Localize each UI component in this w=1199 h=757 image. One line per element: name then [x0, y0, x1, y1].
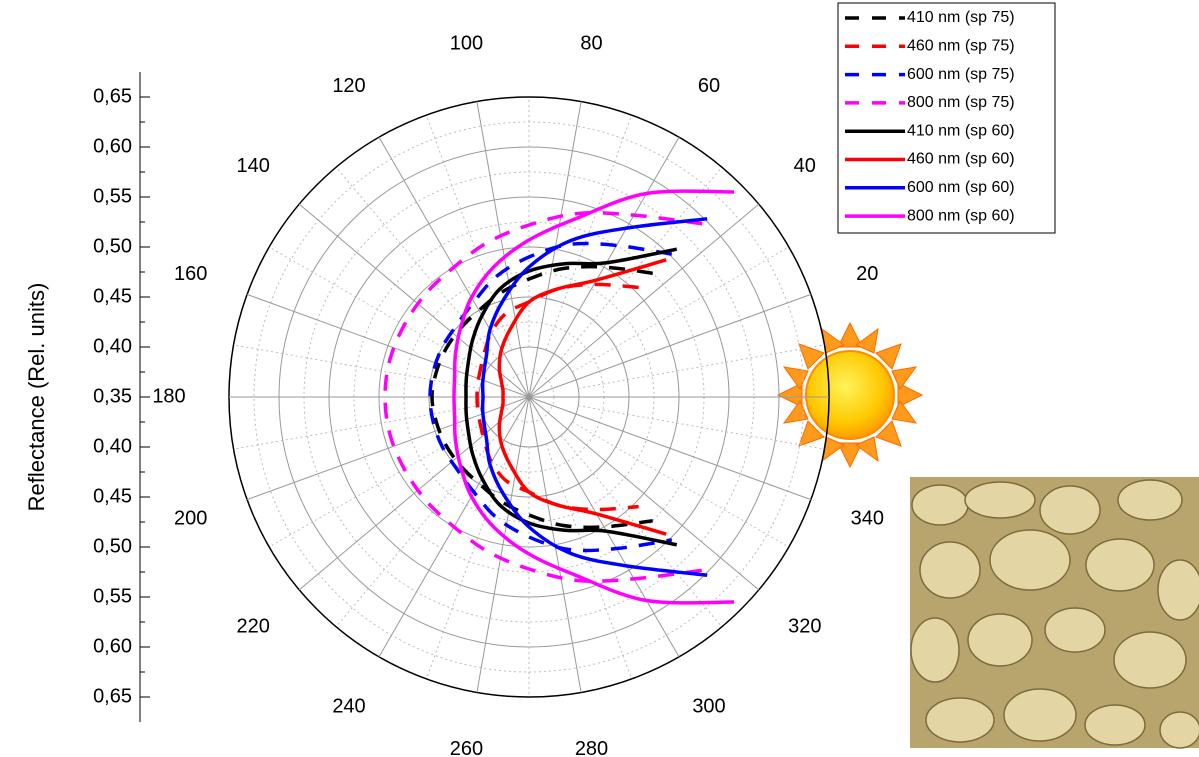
- theta-tick-label: 140: [237, 155, 270, 177]
- r-tick-label: 0,45: [93, 485, 132, 507]
- r-tick-label: 0,40: [93, 335, 132, 357]
- legend-label: 410 nm (sp 75): [907, 9, 1015, 26]
- theta-tick-label: 40: [794, 155, 816, 177]
- grid: [229, 97, 829, 697]
- minor-spoke: [578, 406, 824, 449]
- r-tick-label: 0,35: [93, 385, 132, 407]
- minor-spoke: [336, 167, 497, 359]
- r-tick-label: 0,65: [93, 85, 132, 107]
- r-tick-label: 0,60: [93, 635, 132, 657]
- theta-tick-label: 260: [450, 738, 483, 757]
- r-tick-label: 0,50: [93, 535, 132, 557]
- minor-spoke: [578, 345, 824, 388]
- theta-tick-label: 180: [152, 385, 185, 407]
- theta-tick-label: 300: [692, 695, 725, 717]
- legend-label: 460 nm (sp 60): [907, 151, 1015, 168]
- theta-tick-label: 20: [856, 263, 878, 285]
- theta-tick-label: 60: [698, 75, 720, 97]
- theta-tick-label: 200: [174, 508, 207, 530]
- legend-label: 800 nm (sp 75): [907, 94, 1015, 111]
- legend-label: 460 nm (sp 75): [907, 38, 1015, 55]
- r-tick-label: 0,45: [93, 285, 132, 307]
- theta-tick-label: 280: [575, 738, 608, 757]
- axes: 20 40 60 80 100 120 140 160 180 200 220 240 260 280 30…: [93, 33, 884, 757]
- r-tick-label: 0,60: [93, 135, 132, 157]
- theta-tick-label: 160: [174, 263, 207, 285]
- minor-spoke: [336, 435, 497, 627]
- minor-spoke: [546, 444, 632, 679]
- minor-spoke: [234, 406, 480, 449]
- r-tick-label: 0,40: [93, 435, 132, 457]
- theta-tick-label: 320: [788, 615, 821, 637]
- theta-tick-label: 340: [851, 508, 884, 530]
- legend-label: 600 nm (sp 60): [907, 179, 1015, 196]
- gravel-photo: [910, 477, 1199, 748]
- r-tick-label: 0,65: [93, 685, 132, 707]
- minor-spoke: [426, 115, 512, 350]
- axis-title: Reflectance (Rel. units): [24, 283, 49, 512]
- legend-label: 800 nm (sp 60): [907, 207, 1015, 224]
- theta-tick-label: 220: [237, 615, 270, 637]
- legend-label: 410 nm (sp 60): [907, 122, 1015, 139]
- spoke: [529, 294, 811, 397]
- spoke: [529, 397, 811, 500]
- theta-tick-label: 120: [332, 75, 365, 97]
- minor-spoke: [546, 115, 632, 350]
- theta-tick-label: 100: [450, 33, 483, 55]
- theta-tick-label: 240: [332, 695, 365, 717]
- r-tick-label: 0,55: [93, 185, 132, 207]
- legend-label: 600 nm (sp 75): [907, 66, 1015, 83]
- theta-tick-label: 80: [580, 33, 602, 55]
- sun-icon: [778, 323, 922, 467]
- chart: 20 40 60 80 100 120 140 160 180 200 220 240 260 280 30…: [0, 0, 1199, 757]
- r-tick-label: 0,50: [93, 235, 132, 257]
- r-tick-label: 0,55: [93, 585, 132, 607]
